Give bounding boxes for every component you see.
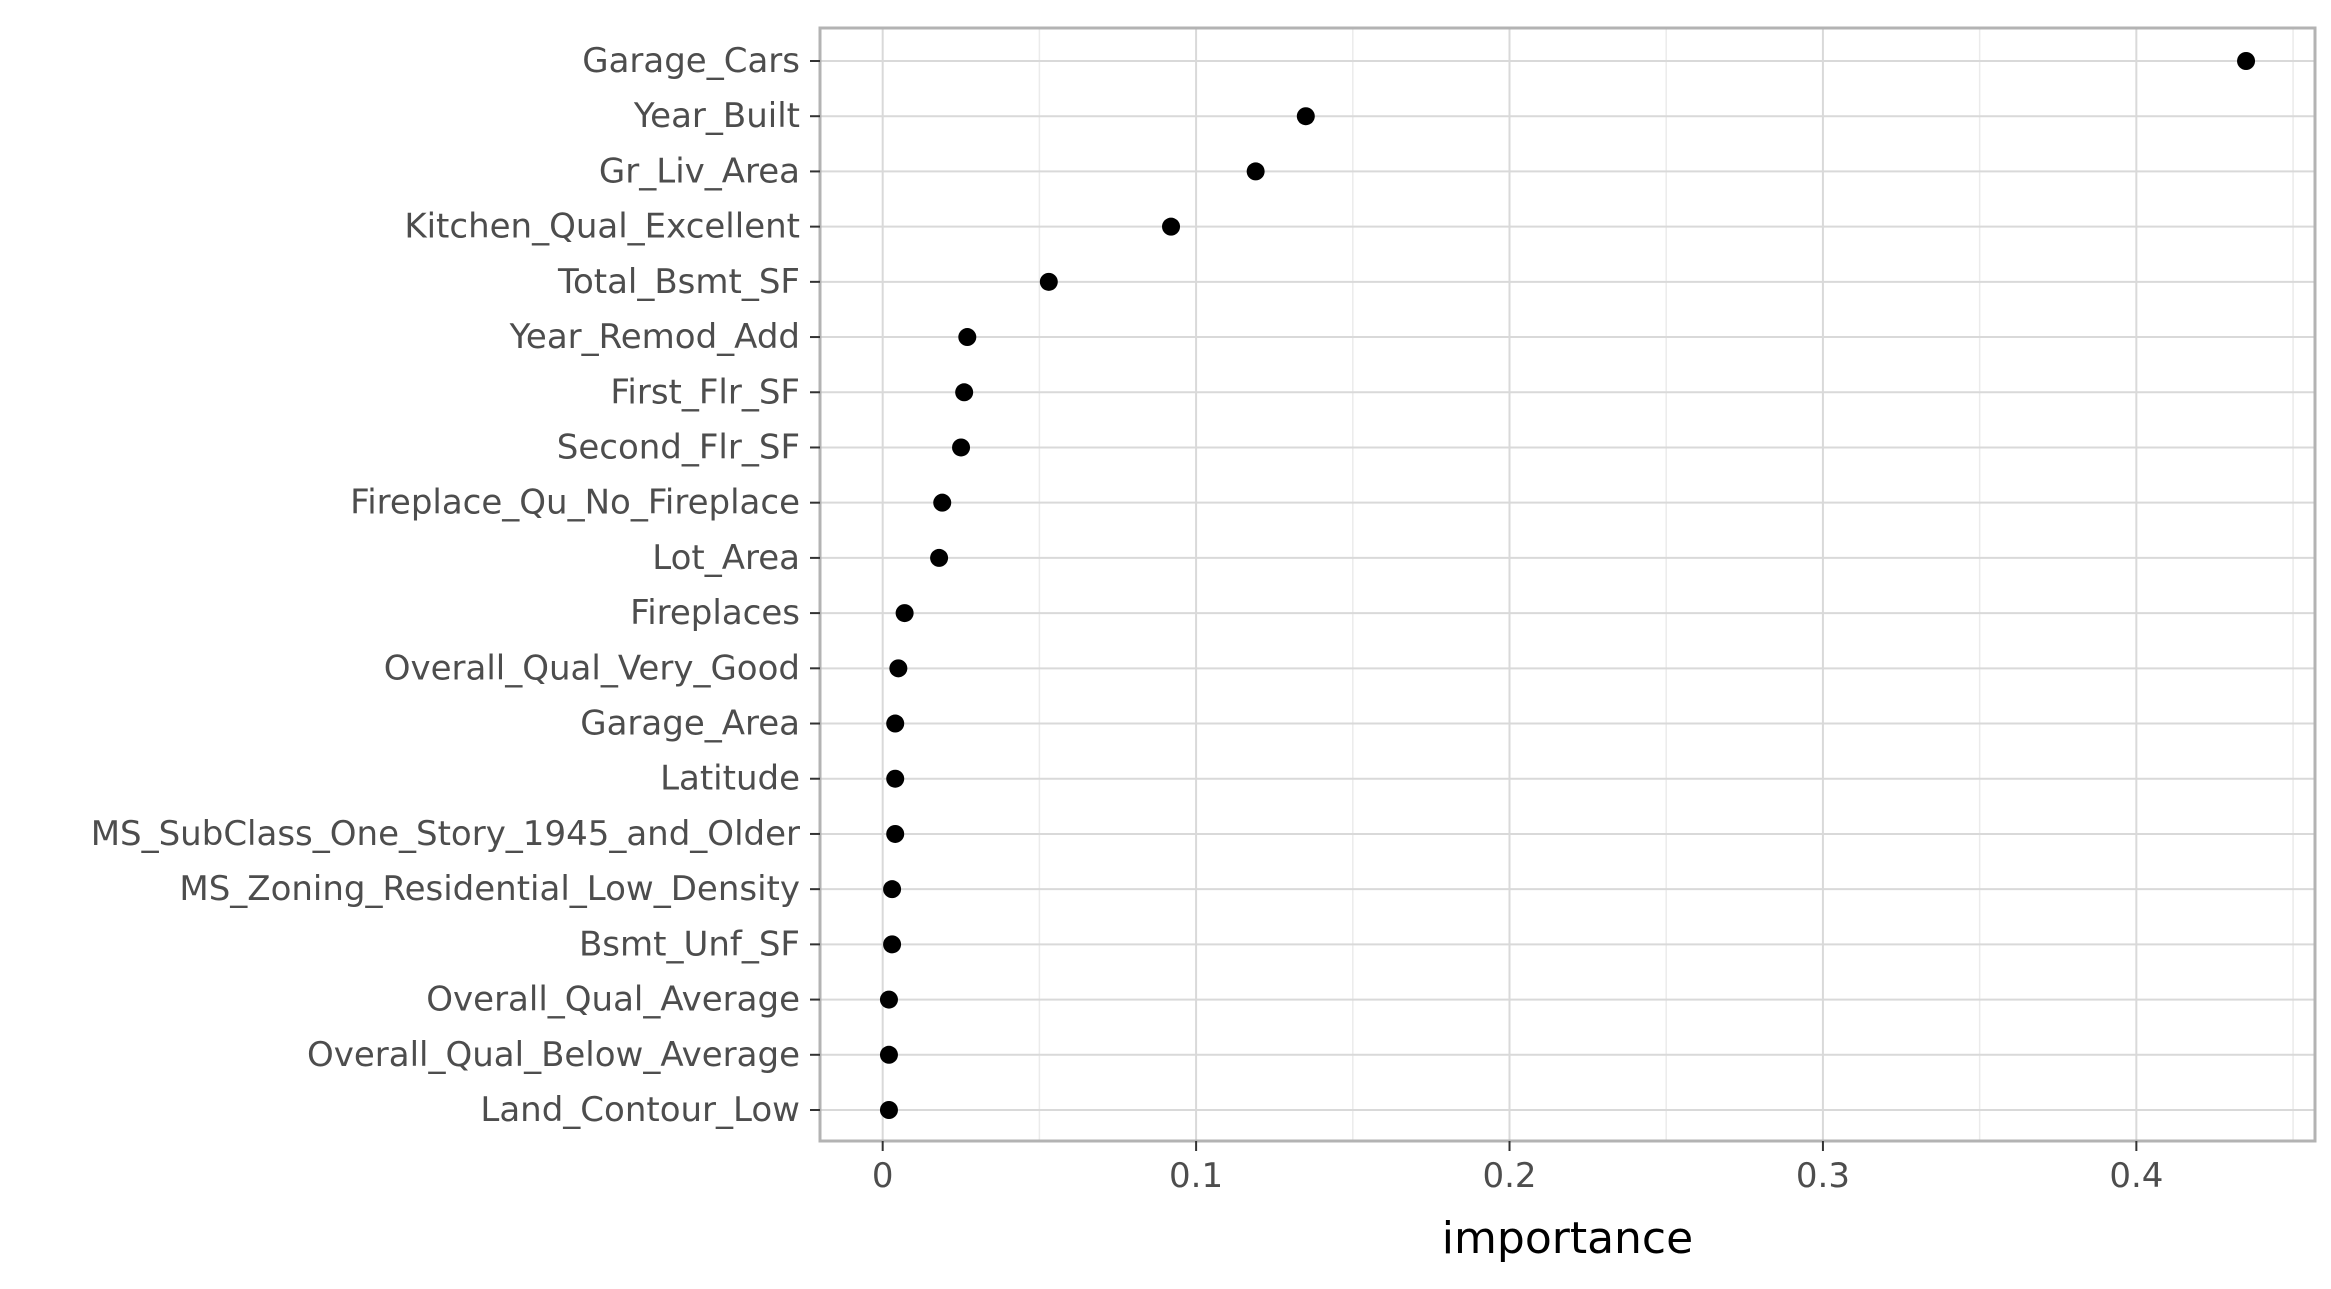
y-tick-label: Second_Flr_SF [557,427,800,467]
data-point [886,769,905,788]
panel-border [818,26,2317,1143]
data-point [933,493,952,512]
data-point [889,659,908,678]
data-point [879,990,898,1009]
y-tick-label: Year_Built [633,96,800,136]
data-point [886,824,905,843]
data-point [1246,162,1265,181]
data-point [1296,107,1315,126]
y-tick-label: First_Flr_SF [610,372,800,412]
y-tick-label: Garage_Area [580,704,800,744]
y-tick-label: MS_Zoning_Residential_Low_Density [179,869,800,909]
y-tick-label: Overall_Qual_Average [426,980,800,1020]
y-tick-label: Latitude [660,759,800,799]
y-tick-label: Fireplaces [630,593,800,633]
data-point [895,604,914,623]
data-point [1162,217,1181,236]
x-axis-title: importance [1442,1213,1693,1264]
data-point [955,383,974,402]
y-tick-label: Total_Bsmt_SF [557,262,800,302]
data-point [886,714,905,733]
x-tick-labels: 0 0.1 0.2 0.3 0.4 [872,1141,2163,1196]
data-point [930,548,949,567]
data-point [1039,272,1058,291]
data-point [879,1101,898,1119]
y-tick-label: Year_Remod_Add [509,317,800,357]
data-point [883,935,902,954]
y-tick-label: Land_Contour_Low [480,1090,800,1130]
y-tick-label: Lot_Area [652,538,800,578]
y-tick-label: Kitchen_Qual_Excellent [404,207,800,247]
x-tick-label: 0 [872,1156,894,1196]
x-tick-label: 0.4 [2109,1156,2163,1196]
grid-layer [820,28,2315,1141]
y-tick-label: Garage_Cars [582,41,800,81]
data-point [883,880,902,899]
data-point [952,438,971,457]
data-point [2237,52,2256,70]
y-tick-label: Bsmt_Unf_SF [579,924,800,964]
points-layer [879,52,2256,1119]
y-tick-label: Gr_Liv_Area [599,151,800,191]
y-tick-label: Fireplace_Qu_No_Fireplace [350,483,800,523]
x-tick-label: 0.1 [1169,1156,1223,1196]
data-point [958,328,977,347]
y-tick-labels: Garage_Cars Year_Built Gr_Liv_Area Kitchen_… [91,41,820,1130]
data-point [879,1045,898,1064]
x-tick-label: 0.2 [1482,1156,1536,1196]
y-tick-label: Overall_Qual_Very_Good [384,648,800,688]
y-tick-label: Overall_Qual_Below_Average [307,1035,800,1075]
y-tick-label: MS_SubClass_One_Story_1945_and_Older [91,814,800,854]
x-tick-label: 0.3 [1796,1156,1850,1196]
